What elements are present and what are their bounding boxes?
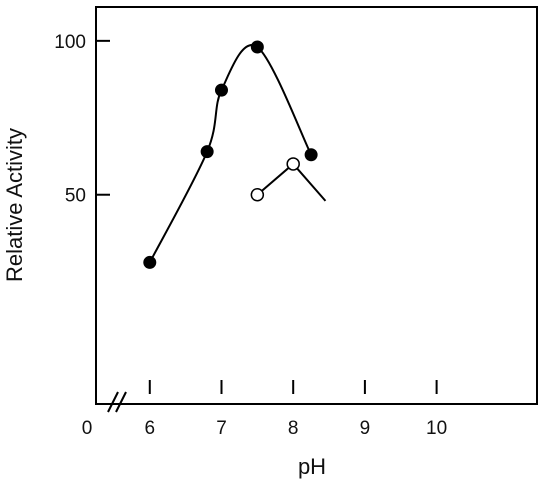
series-2-point-1: [250, 187, 265, 202]
x-tick-label-9: 9: [360, 418, 371, 439]
series-markers: [143, 40, 318, 269]
series-1-line: [148, 44, 313, 263]
x-tick-label-8: 8: [288, 418, 299, 439]
series-1-point-4: [250, 40, 264, 54]
series-1-point-2: [200, 145, 214, 159]
y-tick-labels: 100 50: [54, 32, 86, 207]
x-tick-label-6: 6: [144, 418, 155, 439]
y-axis-title: Relative Activity: [2, 128, 27, 282]
x-origin-label: 0: [82, 418, 93, 439]
y-tick-label-100: 100: [54, 32, 86, 53]
series-1-point-1: [143, 255, 157, 269]
x-tick-label-7: 7: [216, 418, 227, 439]
x-axis-title: pH: [298, 454, 326, 479]
series-lines: [148, 44, 327, 263]
y-axis-ticks: [96, 39, 110, 196]
series-1-point-3: [214, 83, 228, 97]
x-tick-labels: 6 7 8 9 10: [144, 418, 447, 439]
series-2-point-2: [286, 157, 300, 171]
axis-break-mark: [115, 391, 127, 413]
x-axis-ticks: [148, 380, 438, 394]
axis-break: [107, 391, 127, 413]
y-tick-label-50: 50: [65, 186, 86, 207]
plot-frame: [95, 6, 538, 405]
axis-break-mark: [107, 391, 119, 413]
series-1-point-5: [304, 148, 318, 162]
x-tick-label-10: 10: [426, 418, 447, 439]
